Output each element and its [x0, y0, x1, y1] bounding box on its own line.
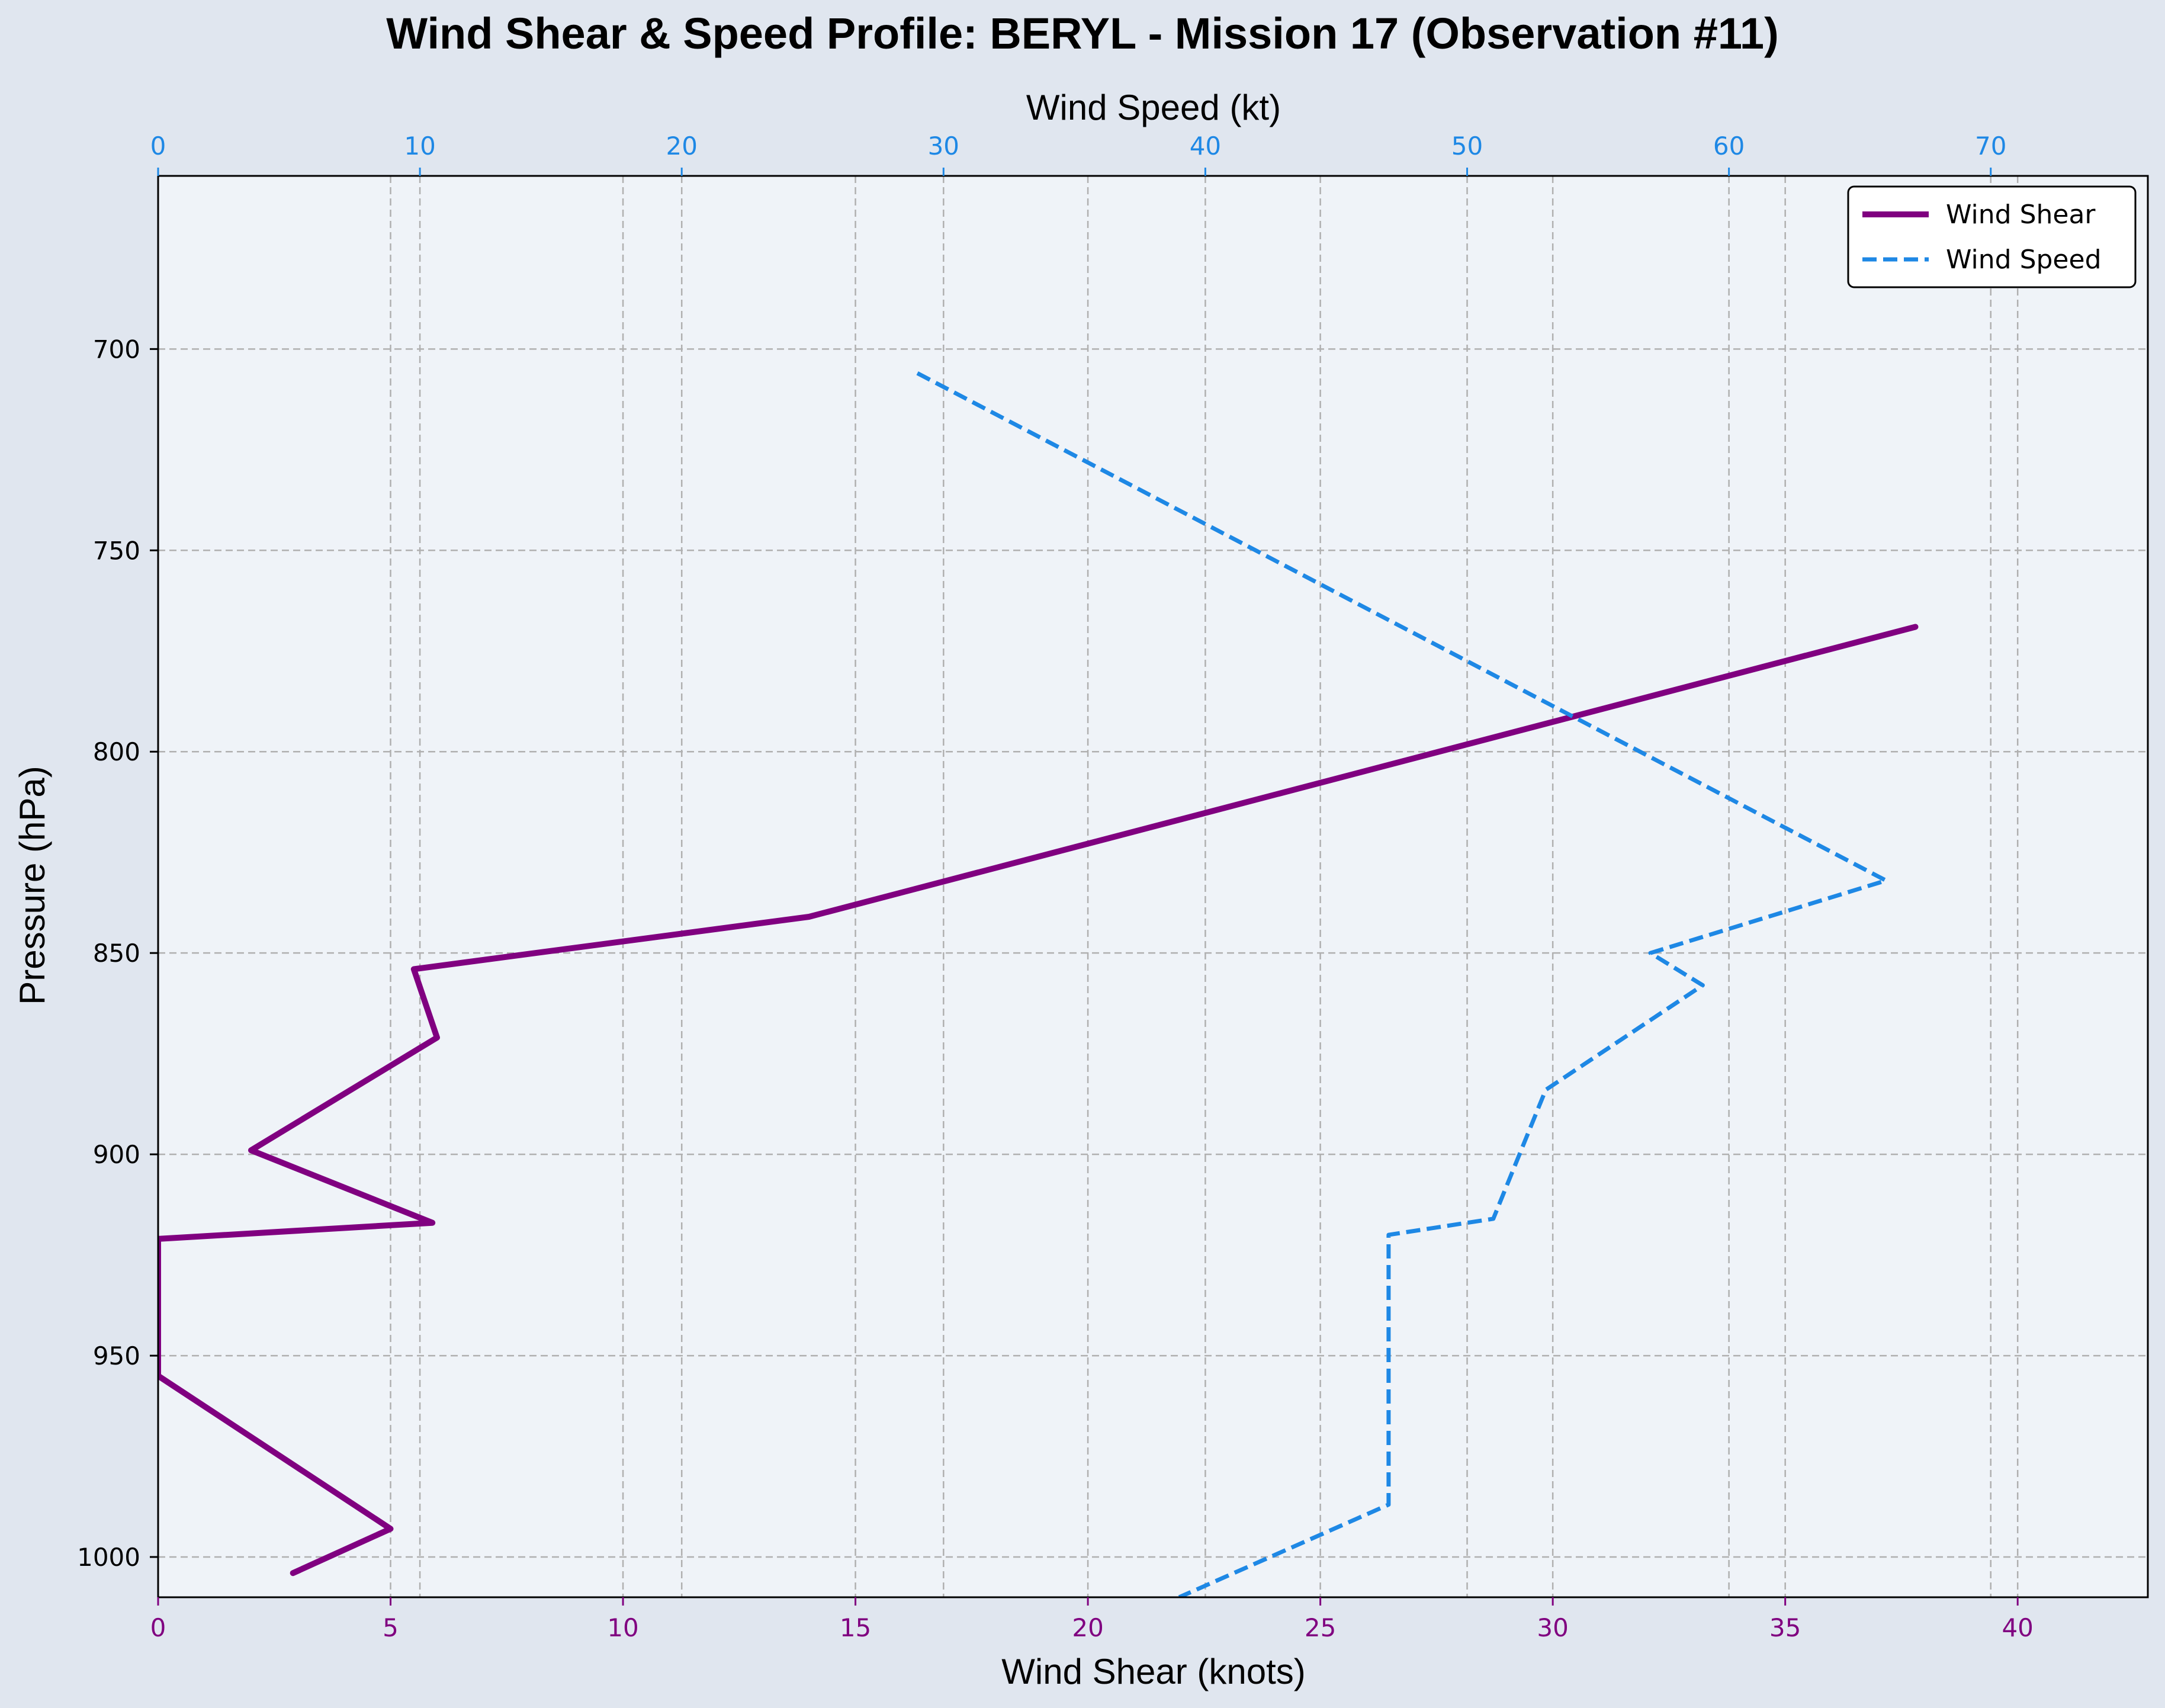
bottom-axis-tick-label: 10 — [607, 1613, 638, 1642]
bottom-axis-tick-label: 0 — [150, 1613, 166, 1642]
bottom-axis-tick-label: 25 — [1305, 1613, 1336, 1642]
top-axis-tick-label: 20 — [666, 131, 697, 160]
bottom-axis-tick-label: 30 — [1537, 1613, 1568, 1642]
top-axis-label: Wind Speed (kt) — [1026, 88, 1281, 127]
top-axis-tick-label: 70 — [1975, 131, 2006, 160]
top-axis-tick-label: 10 — [404, 131, 435, 160]
bottom-axis-tick-label: 15 — [840, 1613, 871, 1642]
y-axis-tick-label: 700 — [93, 335, 140, 364]
y-axis-tick-label: 800 — [93, 737, 140, 766]
bottom-axis-label: Wind Shear (knots) — [1001, 1652, 1306, 1691]
series-line-wind-speed — [916, 371, 1888, 1597]
y-axis-tick-label: 900 — [93, 1140, 140, 1169]
bottom-axis-tick-label: 35 — [1769, 1613, 1801, 1642]
legend-label: Wind Shear — [1946, 200, 2096, 230]
legend-label: Wind Speed — [1946, 245, 2102, 275]
top-axis-tick-label: 60 — [1713, 131, 1745, 160]
y-axis-tick-label: 950 — [93, 1341, 140, 1370]
plot-frame — [157, 175, 2149, 1598]
top-axis-tick-label: 40 — [1190, 131, 1221, 160]
top-axis-tick-label: 30 — [928, 131, 959, 160]
bottom-axis-tick-label: 20 — [1072, 1613, 1103, 1642]
legend: Wind Shear Wind Speed — [1847, 185, 2137, 288]
top-axis-tick-label: 50 — [1451, 131, 1483, 160]
bottom-axis-tick-label: 5 — [383, 1613, 399, 1642]
plot-area — [158, 176, 2148, 1597]
y-axis-tick-label: 1000 — [77, 1543, 140, 1572]
top-axis-tick-label: 0 — [150, 131, 166, 160]
y-axis-tick-label: 850 — [93, 939, 140, 968]
chart-title: Wind Shear & Speed Profile: BERYL - Miss… — [386, 9, 1778, 58]
bottom-axis-tick-label: 40 — [2002, 1613, 2033, 1642]
y-axis-tick-label: 750 — [93, 536, 140, 565]
axes: 0 5 10 15 20 25 30 35 40 0 10 20 30 40 50 60 70 700 750 800… — [77, 131, 2034, 1642]
y-axis-label: Pressure (hPa) — [12, 766, 52, 1004]
series-line-wind-shear — [158, 624, 1919, 1577]
